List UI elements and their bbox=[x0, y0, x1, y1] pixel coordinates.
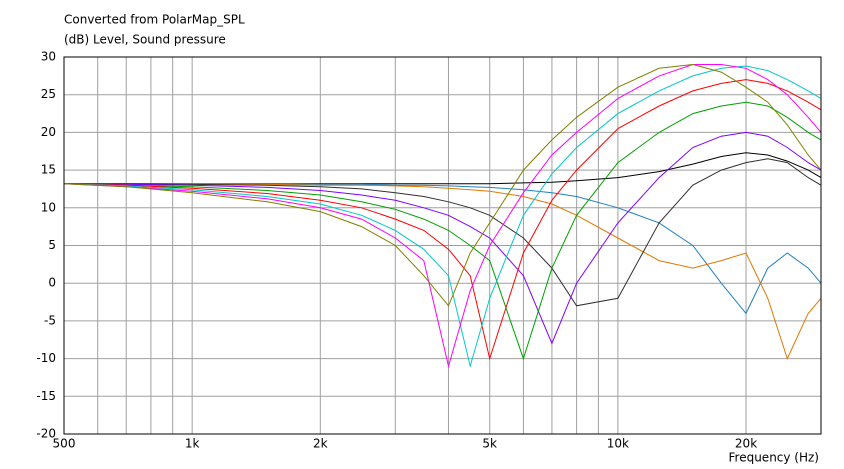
x-tick-label: 20k bbox=[735, 437, 757, 451]
series-line bbox=[64, 152, 822, 185]
x-tick-label: 5k bbox=[482, 437, 497, 451]
series-line bbox=[63, 64, 822, 369]
series-line bbox=[63, 65, 822, 369]
y-tick-label: 30 bbox=[41, 50, 56, 64]
plot-area bbox=[63, 63, 822, 369]
y-tick-label: -10 bbox=[36, 351, 56, 365]
series-line bbox=[63, 79, 822, 361]
series-line bbox=[64, 158, 822, 307]
chart-title: Converted from PolarMap_SPL bbox=[64, 13, 245, 27]
x-axis-label: Frequency (Hz) bbox=[729, 451, 820, 465]
y-tick-label: 0 bbox=[48, 276, 56, 290]
x-tick-label: 1k bbox=[185, 437, 200, 451]
series-line bbox=[63, 101, 822, 361]
series-line bbox=[63, 63, 822, 307]
plot-frame bbox=[63, 56, 822, 435]
y-tick-label: 25 bbox=[41, 87, 56, 101]
y-tick-label: 10 bbox=[41, 200, 56, 214]
x-tick-label: 2k bbox=[313, 437, 328, 451]
series-line bbox=[64, 183, 822, 360]
y-tick-label: -20 bbox=[36, 427, 56, 441]
y-tick-label: 5 bbox=[48, 238, 56, 252]
series-line bbox=[64, 183, 822, 315]
series-line bbox=[63, 131, 822, 345]
x-tick-label: 500 bbox=[53, 437, 76, 451]
grid bbox=[63, 56, 822, 435]
y-tick-label: -5 bbox=[44, 313, 56, 327]
y-axis-label: (dB) Level, Sound pressure bbox=[64, 33, 226, 47]
y-tick-label: 15 bbox=[41, 163, 56, 177]
y-tick-label: -15 bbox=[36, 389, 56, 403]
x-tick-label: 10k bbox=[607, 437, 629, 451]
y-tick-label: 20 bbox=[41, 125, 56, 139]
